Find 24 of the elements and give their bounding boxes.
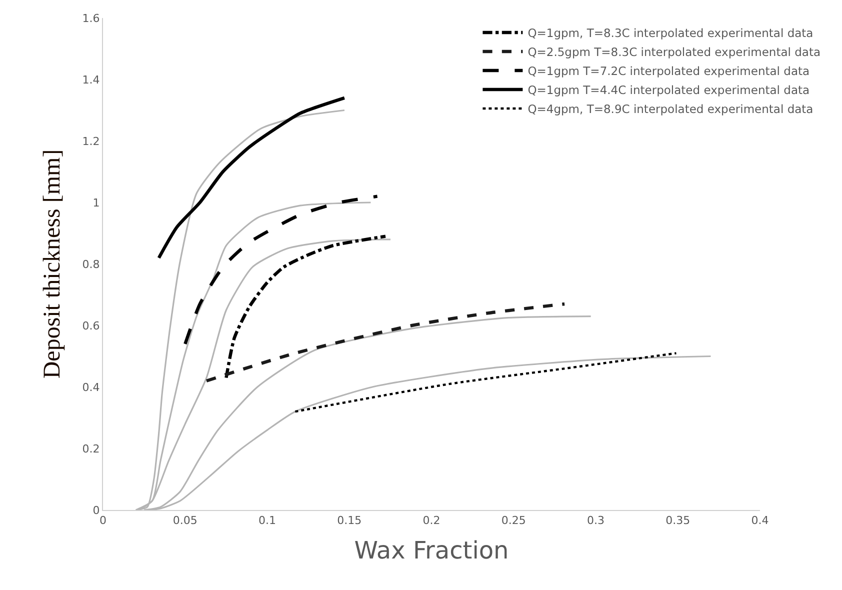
y-tick-label: 0.6 — [82, 319, 100, 332]
y-axis-title: Deposit thickness [mm] — [39, 149, 66, 379]
y-tick-label: 0 — [92, 504, 100, 517]
y-tick-label: 1 — [92, 196, 100, 210]
x-tick-label: 0.2 — [422, 514, 440, 528]
legend-label: Q=1gpm T=7.2C interpolated experimental data — [528, 64, 810, 78]
y-tick-label: 1.2 — [82, 134, 100, 148]
x-axis-title: Wax Fraction — [354, 536, 509, 564]
y-tick-label: 1.6 — [82, 12, 100, 25]
x-tick-label: 0.1 — [258, 514, 276, 528]
legend-label: Q=2.5gpm T=8.3C interpolated experimental data — [528, 44, 821, 59]
legend-label: Q=1gpm, T=8.3C interpolated experimental data — [528, 26, 814, 40]
y-tick-label: 0.4 — [82, 380, 100, 394]
y-tick-label: 1.4 — [82, 73, 100, 86]
y-tick-label: 0.8 — [82, 258, 100, 271]
legend-label: Q=4gpm, T=8.9C interpolated experimental data — [528, 102, 814, 116]
x-tick-label: 0.05 — [172, 514, 198, 528]
legend-label: Q=1gpm T=4.4C interpolated experimental data — [528, 82, 810, 97]
x-tick-label: 0.4 — [751, 514, 769, 528]
y-tick-label: 0.2 — [82, 442, 100, 456]
x-tick-label: 0.35 — [666, 514, 690, 528]
x-tick-label: 0.3 — [587, 514, 604, 528]
x-tick-label: 0.15 — [337, 514, 362, 528]
x-tick-label: 0.25 — [501, 514, 526, 528]
